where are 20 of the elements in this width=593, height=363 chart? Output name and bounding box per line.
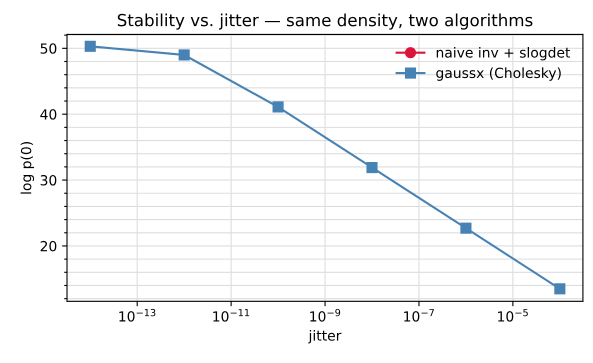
y-tick-label: 20: [40, 240, 56, 252]
y-axis-title: log p(0): [20, 142, 34, 194]
point: [272, 101, 284, 113]
x-tick-label: 10$^{−11}$: [213, 309, 250, 322]
x-axis-title: jitter: [308, 330, 342, 344]
y-tick-label: 40: [40, 109, 56, 120]
x-tick-label: 10$^{−13}$: [119, 308, 156, 322]
point: [178, 49, 190, 60]
y-tick-label: 30: [40, 175, 56, 186]
point: [460, 222, 472, 234]
point: [366, 162, 378, 174]
y-tick-label: 50: [40, 43, 56, 54]
x-tick-label: 10$^{−9}$: [310, 308, 340, 322]
legend-label: gaussx (Cholesky): [436, 67, 561, 81]
point: [554, 283, 566, 294]
x-tick-label: 10$^{−5}$: [498, 309, 528, 322]
legend-label: naive inv + slogdet: [436, 46, 570, 60]
chart-title: Stability vs. jitter — same density, two algorithms: [118, 13, 532, 30]
point: [84, 40, 96, 52]
x-tick-label: 10$^{−7}$: [404, 309, 434, 322]
